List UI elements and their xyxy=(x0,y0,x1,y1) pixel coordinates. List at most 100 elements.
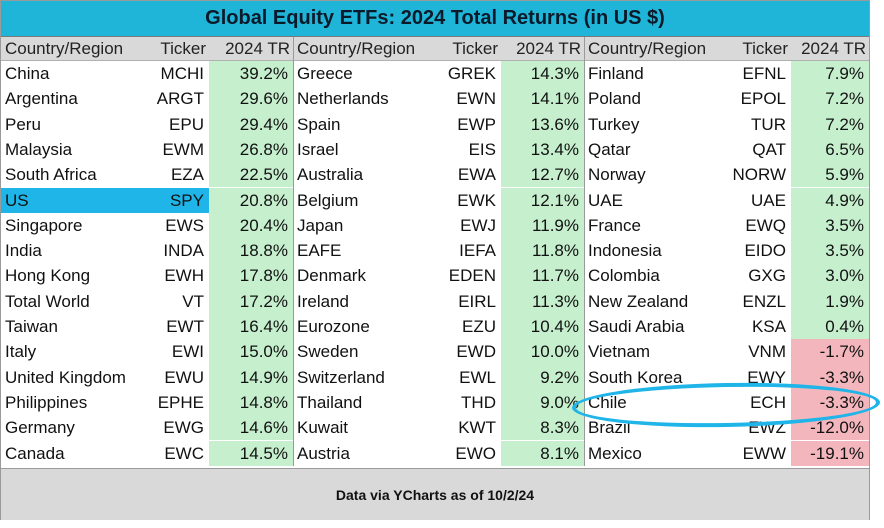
country-cell: India xyxy=(5,241,42,261)
ticker-cell: EWQ xyxy=(745,215,786,235)
positive-return-fill xyxy=(501,288,584,314)
country-cell: Argentina xyxy=(5,89,78,109)
country-cell: Switzerland xyxy=(297,367,385,387)
country-cell: Norway xyxy=(588,165,646,185)
positive-return-fill xyxy=(209,339,293,365)
country-cell: Denmark xyxy=(297,266,366,286)
return-cell: 14.5% xyxy=(239,443,288,463)
return-cell: 7.9% xyxy=(825,64,864,83)
header-row xyxy=(1,37,293,61)
return-cell: -3.3% xyxy=(819,392,864,412)
return-cell: 12.7% xyxy=(530,165,579,185)
ticker-cell: EWJ xyxy=(460,215,496,235)
country-cell: Germany xyxy=(5,418,75,438)
ticker-cell: GXG xyxy=(748,266,786,286)
ticker-cell: ARGT xyxy=(156,89,204,109)
country-cell: China xyxy=(5,64,50,83)
country-cell: Colombia xyxy=(588,266,660,286)
positive-return-fill xyxy=(501,111,584,137)
return-cell: 8.3% xyxy=(540,418,579,438)
ticker-cell: EWG xyxy=(163,418,204,438)
positive-return-fill xyxy=(209,187,293,213)
positive-return-fill xyxy=(501,364,584,390)
return-cell: 14.1% xyxy=(530,89,579,109)
ticker-cell: EWW xyxy=(742,443,786,463)
positive-return-fill xyxy=(501,136,584,163)
country-cell: Finland xyxy=(588,64,644,83)
ticker-cell: THD xyxy=(461,392,496,412)
positive-return-fill xyxy=(501,263,584,289)
country-cell: Singapore xyxy=(5,215,83,235)
positive-return-fill xyxy=(209,364,293,390)
ticker-cell: GREK xyxy=(447,64,496,83)
positive-return-fill xyxy=(501,389,584,416)
positive-return-fill xyxy=(209,288,293,314)
column-header: Ticker xyxy=(452,39,498,58)
country-cell: Sweden xyxy=(297,342,359,362)
return-cell: 4.9% xyxy=(825,190,864,210)
positive-return-fill xyxy=(209,314,293,340)
country-cell: US xyxy=(5,190,29,210)
positive-return-fill xyxy=(791,212,869,239)
return-cell: 17.2% xyxy=(239,291,288,311)
positive-return-fill xyxy=(501,314,584,340)
return-cell: 11.8% xyxy=(532,241,579,261)
country-cell: South Korea xyxy=(588,367,683,387)
ticker-cell: EWK xyxy=(457,190,496,210)
return-cell: 10.0% xyxy=(530,342,579,362)
ticker-cell: QAT xyxy=(752,139,786,159)
country-cell: Japan xyxy=(297,215,344,235)
return-cell: 6.5% xyxy=(825,139,864,159)
column-header: Country/Region xyxy=(297,39,416,58)
country-cell: Italy xyxy=(5,342,37,362)
ticker-cell: EWY xyxy=(747,367,786,387)
ticker-cell: EWM xyxy=(162,139,204,159)
country-cell: Mexico xyxy=(588,443,642,463)
return-cell: 9.0% xyxy=(540,392,579,412)
return-cell: 29.6% xyxy=(239,89,288,109)
return-cell: 17.8% xyxy=(239,266,288,286)
column-header: Ticker xyxy=(160,39,206,58)
negative-return-fill xyxy=(791,415,869,441)
return-cell: 12.1% xyxy=(530,190,579,210)
ticker-cell: EWP xyxy=(457,114,496,134)
positive-return-fill xyxy=(209,86,293,112)
country-cell: Chile xyxy=(588,392,627,412)
positive-return-fill xyxy=(209,389,293,416)
return-cell: 26.8% xyxy=(239,139,288,159)
country-cell: Thailand xyxy=(297,392,363,412)
column-header: 2024 TR xyxy=(225,39,290,58)
positive-return-fill xyxy=(209,440,293,466)
positive-return-fill xyxy=(501,339,584,365)
country-cell: Canada xyxy=(5,443,65,463)
country-cell: Spain xyxy=(297,114,341,134)
country-cell: Belgium xyxy=(297,190,359,210)
return-cell: 11.7% xyxy=(532,266,579,286)
country-cell: Greece xyxy=(297,64,353,83)
ticker-cell: INDA xyxy=(163,241,204,261)
country-cell: Peru xyxy=(5,114,41,134)
ticker-cell: EIDO xyxy=(744,241,786,261)
column-header: 2024 TR xyxy=(801,39,866,58)
return-cell: 22.5% xyxy=(239,165,288,185)
column-header: Country/Region xyxy=(588,39,707,58)
ticker-cell: EWH xyxy=(164,266,204,286)
positive-return-fill xyxy=(501,61,584,87)
return-cell: -3.3% xyxy=(819,367,864,387)
negative-return-fill xyxy=(791,339,869,365)
country-cell: Australia xyxy=(297,165,364,185)
country-cell: United Kingdom xyxy=(5,367,126,387)
return-cell: -12.0% xyxy=(810,418,864,438)
positive-return-fill xyxy=(501,86,584,112)
ticker-cell: EWI xyxy=(171,342,204,362)
positive-return-fill xyxy=(791,61,869,87)
ticker-cell: SPY xyxy=(169,190,204,210)
country-cell: EAFE xyxy=(297,241,342,261)
country-cell: Malaysia xyxy=(5,139,73,159)
return-cell: 7.2% xyxy=(825,114,864,134)
positive-return-fill xyxy=(501,187,584,213)
country-cell: Kuwait xyxy=(297,418,349,438)
return-cell: 7.2% xyxy=(825,89,864,109)
country-cell: Total World xyxy=(5,291,90,311)
return-cell: 18.8% xyxy=(239,241,288,261)
